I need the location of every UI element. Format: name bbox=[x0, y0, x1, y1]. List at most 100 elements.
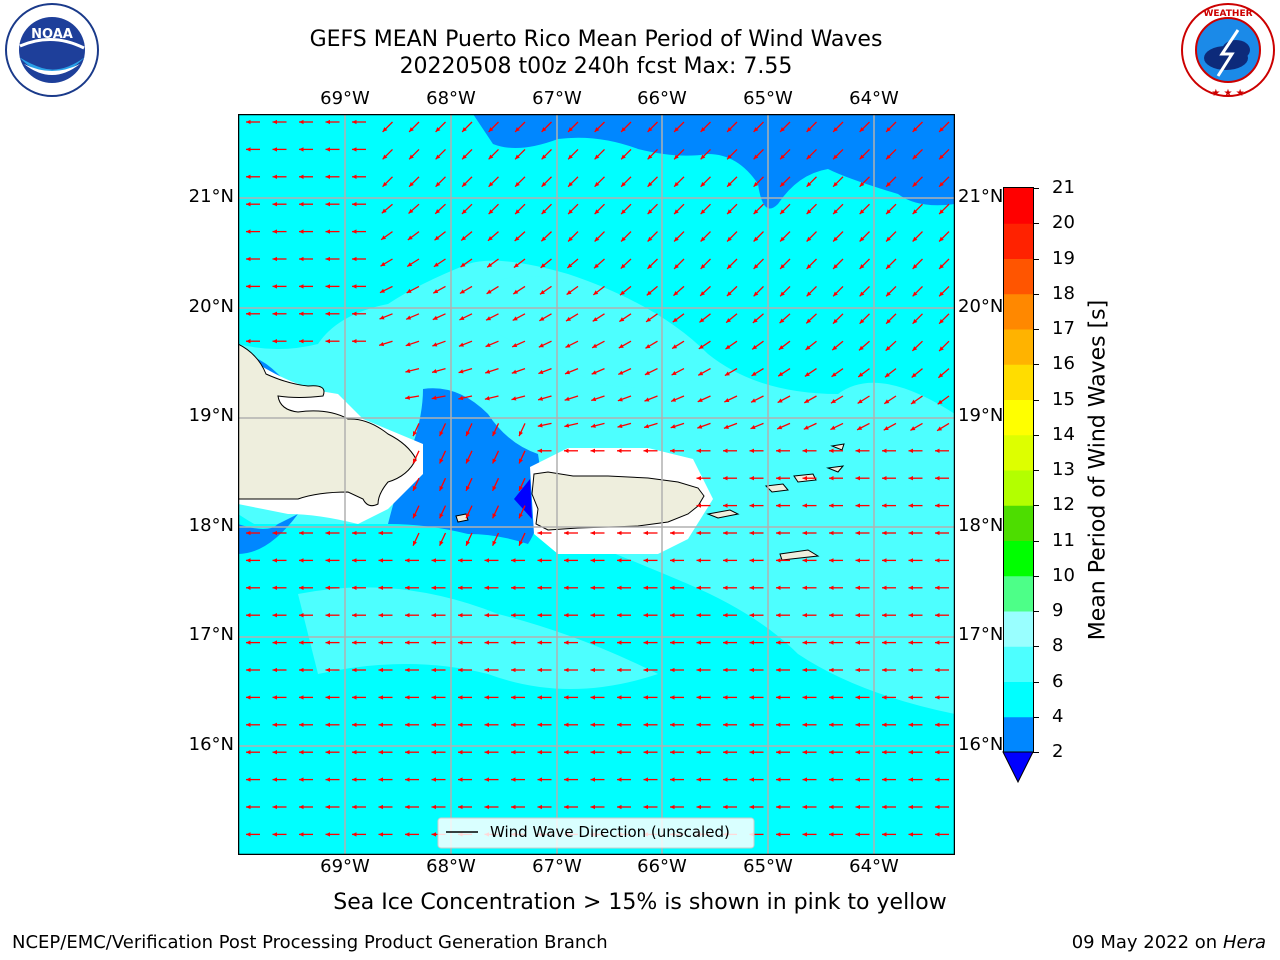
wind-wave-arrowhead bbox=[935, 503, 940, 508]
wind-wave-arrowhead bbox=[700, 291, 705, 296]
wind-wave-arrowhead bbox=[458, 369, 464, 374]
wind-wave-arrowhead bbox=[431, 777, 437, 782]
wind-wave-arrowhead bbox=[670, 722, 675, 727]
lon-tick-top: 66°W bbox=[637, 88, 687, 109]
wind-wave-arrowhead bbox=[299, 585, 304, 590]
wind-wave-arrowhead bbox=[776, 448, 781, 453]
wind-wave-arrowhead bbox=[299, 667, 304, 673]
wind-wave-arrowhead bbox=[935, 722, 940, 727]
wind-wave-arrowhead bbox=[908, 558, 914, 563]
wind-wave-arrowhead bbox=[723, 695, 728, 700]
wind-wave-arrowhead bbox=[299, 202, 304, 207]
lon-tick-bottom: 69°W bbox=[320, 856, 370, 877]
wind-wave-arrowhead bbox=[565, 343, 571, 348]
land-puerto-rico bbox=[531, 471, 705, 531]
wind-wave-arrowhead bbox=[590, 558, 596, 563]
lat-tick-left: 16°N bbox=[188, 734, 234, 755]
wind-wave-arrowhead bbox=[272, 530, 278, 536]
wind-wave-arrowhead bbox=[564, 640, 569, 645]
wind-wave-arrowhead bbox=[541, 236, 547, 242]
wind-wave-arrowhead bbox=[617, 722, 622, 727]
wind-wave-arrowhead bbox=[723, 585, 728, 590]
wind-wave-arrowhead bbox=[855, 448, 861, 453]
chart-title: GEFS MEAN Puerto Rico Mean Period of Win… bbox=[309, 27, 883, 52]
wind-wave-arrowhead bbox=[511, 558, 516, 563]
wind-wave-arrowhead bbox=[829, 585, 834, 590]
wind-wave-arrowhead bbox=[619, 317, 625, 322]
wind-wave-arrowhead bbox=[882, 558, 887, 563]
wind-wave-arrowhead bbox=[696, 750, 702, 755]
wind-wave-arrowhead bbox=[776, 476, 781, 481]
wind-wave-arrowhead bbox=[431, 832, 437, 837]
wind-wave-arrowhead bbox=[458, 804, 463, 810]
wind-wave-arrowhead bbox=[939, 291, 944, 297]
wind-wave-arrowhead bbox=[751, 398, 757, 403]
wind-wave-arrowhead bbox=[486, 316, 492, 321]
wind-wave-arrowhead bbox=[511, 777, 516, 782]
wind-wave-arrowhead bbox=[378, 832, 384, 837]
wind-wave-arrowhead bbox=[644, 397, 650, 402]
wind-wave-arrowhead bbox=[776, 667, 781, 673]
wind-wave-arrowhead bbox=[568, 181, 573, 187]
wind-wave-arrowhead bbox=[538, 369, 544, 374]
wind-wave-arrowhead bbox=[804, 398, 810, 403]
wind-wave-arrowhead bbox=[378, 613, 384, 618]
wind-wave-arrowhead bbox=[511, 369, 517, 374]
wind-wave-arrowhead bbox=[700, 209, 706, 215]
wind-wave-arrowhead bbox=[802, 695, 808, 700]
wind-wave-arrowhead bbox=[590, 448, 596, 453]
wind-wave-arrowhead bbox=[935, 667, 940, 673]
wind-wave-arrowhead bbox=[299, 722, 304, 727]
wind-wave-arrowhead bbox=[749, 750, 755, 755]
wind-wave-arrowhead bbox=[458, 613, 463, 618]
wind-wave-arrowhead bbox=[908, 476, 914, 481]
wind-wave-arrowhead bbox=[352, 777, 357, 782]
wind-wave-arrowhead bbox=[829, 804, 834, 810]
wind-wave-arrowhead bbox=[299, 174, 304, 179]
wind-wave-arrowhead bbox=[617, 448, 622, 453]
wind-wave-arrowhead bbox=[620, 263, 626, 269]
wind-wave-arrowhead bbox=[753, 181, 759, 187]
wind-wave-arrowhead bbox=[352, 613, 357, 618]
wind-wave-arrowhead bbox=[806, 209, 812, 215]
wind-wave-arrowhead bbox=[513, 289, 519, 295]
wind-wave-arrowhead bbox=[750, 424, 756, 430]
wind-wave-arrowhead bbox=[727, 264, 732, 269]
lat-tick-right: 18°N bbox=[958, 515, 1004, 536]
wind-wave-arrowhead bbox=[882, 613, 887, 618]
wind-wave-arrowhead bbox=[382, 154, 388, 160]
wind-wave-arrowhead bbox=[246, 558, 251, 563]
wind-wave-arrowhead bbox=[485, 342, 491, 347]
wind-wave-arrowhead bbox=[590, 695, 596, 700]
wind-wave-arrowhead bbox=[806, 127, 812, 132]
wind-wave-arrowhead bbox=[272, 339, 278, 344]
noaa-logo: NOAA bbox=[5, 3, 99, 97]
wind-wave-arrowhead bbox=[617, 804, 622, 810]
wind-wave-arrowhead bbox=[908, 722, 914, 727]
wind-wave-arrowhead bbox=[644, 370, 650, 375]
wind-wave-arrowhead bbox=[352, 119, 357, 125]
colorbar-tick-mark bbox=[1033, 470, 1039, 471]
wind-wave-arrowhead bbox=[511, 640, 516, 645]
wind-wave-arrowhead bbox=[908, 695, 914, 700]
wind-wave-arrowhead bbox=[802, 832, 808, 837]
wind-wave-arrowhead bbox=[855, 832, 861, 837]
wind-wave-arrowhead bbox=[939, 318, 944, 324]
wind-wave-arrowhead bbox=[780, 264, 785, 269]
wind-wave-arrowhead bbox=[246, 613, 251, 618]
wind-wave-arrowhead bbox=[325, 558, 331, 563]
wind-wave-arrowhead bbox=[779, 318, 785, 324]
wind-wave-arrowhead bbox=[488, 154, 494, 160]
wind-wave-arrowhead bbox=[831, 372, 837, 377]
wind-wave-arrowhead bbox=[246, 750, 251, 755]
wind-wave-arrowhead bbox=[272, 750, 278, 755]
colorbar-extend-triangle bbox=[1002, 751, 1034, 784]
wind-wave-arrowhead bbox=[617, 613, 622, 618]
wind-wave-arrowhead bbox=[541, 154, 547, 160]
wind-wave-arrowhead bbox=[434, 235, 440, 241]
wind-wave-arrowhead bbox=[884, 372, 890, 378]
wind-wave-arrowhead bbox=[859, 318, 865, 324]
colorbar-tick-mark bbox=[1033, 575, 1039, 577]
branch-credit: NCEP/EMC/Verification Post Processing Pr… bbox=[12, 932, 608, 953]
wind-wave-arrowhead bbox=[696, 448, 702, 453]
